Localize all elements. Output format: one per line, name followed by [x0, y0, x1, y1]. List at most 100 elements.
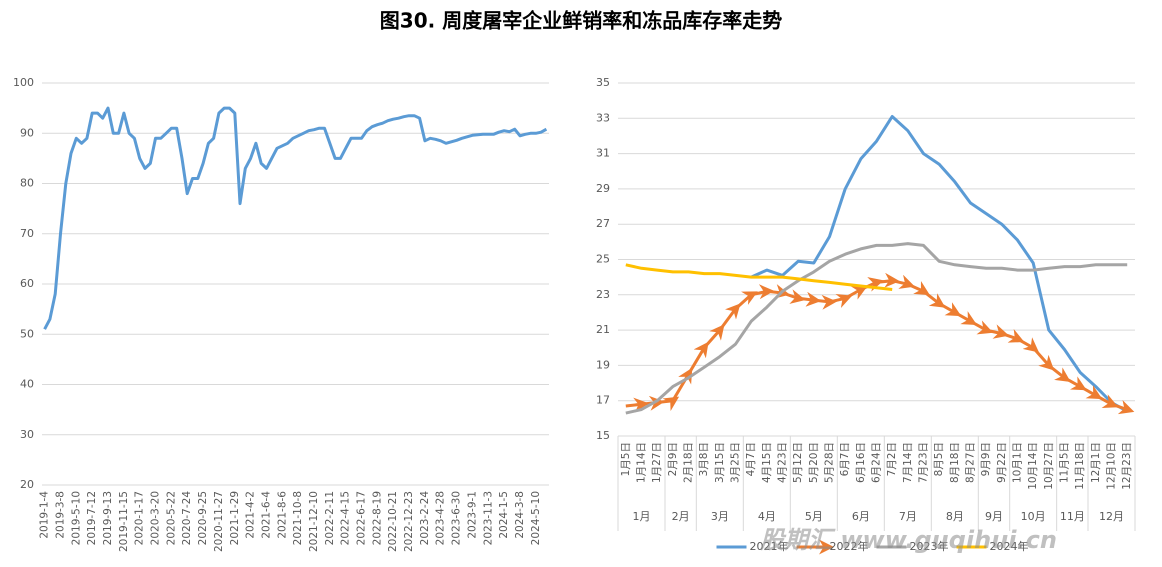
- x-tick-label: 5月20日: [808, 442, 820, 483]
- x-tick-label: 8月27日: [965, 442, 977, 483]
- x-tick-label: 1月14日: [636, 442, 648, 483]
- chart-title: 图30. 周度屠宰企业鲜销率和冻品库存率走势: [380, 9, 782, 33]
- x-tick-label: 3月25日: [730, 442, 742, 483]
- series-line: [43, 106, 548, 330]
- x-tick-label: 2023-4-28: [435, 491, 447, 545]
- x-tick-label: 12月10日: [1106, 442, 1118, 490]
- x-tick-label: 5月12日: [792, 442, 804, 483]
- y-tick-label: 29: [596, 182, 610, 195]
- legend-label: 2021年: [750, 539, 789, 553]
- x-tick-label: 2022-10-21: [387, 491, 399, 552]
- x-tick-label: 4月15日: [761, 442, 773, 483]
- x-tick-label: 6月16日: [855, 442, 867, 483]
- y-tick-label: 25: [596, 253, 610, 266]
- x-tick-label: 3月8日: [698, 442, 710, 476]
- series-line: [625, 242, 1128, 415]
- x-tick-label: 2021-8-6: [276, 491, 288, 539]
- x-tick-label: 2019-3-8: [54, 491, 66, 539]
- series-line: [625, 263, 893, 291]
- x-tick-label: 7月2日: [886, 442, 898, 476]
- x-tick-label: 2022-12-23: [403, 491, 415, 552]
- x-tick-label: 2021-6-4: [260, 491, 272, 539]
- month-label: 5月: [805, 510, 823, 523]
- x-tick-label: 9月9日: [980, 442, 992, 476]
- x-tick-label: 2020-7-24: [181, 491, 193, 546]
- x-tick-label: 2020-5-22: [165, 491, 177, 545]
- x-tick-label: 4月7日: [745, 442, 757, 476]
- x-tick-label: 2019-11-15: [118, 491, 130, 552]
- month-label: 12月: [1099, 510, 1124, 523]
- x-tick-label: 2024-3-8: [514, 491, 526, 539]
- month-label: 8月: [946, 510, 964, 523]
- y-tick-label: 31: [596, 147, 610, 160]
- series-line: [750, 115, 1128, 413]
- x-tick-label: 2020-11-27: [213, 491, 225, 552]
- series-line: [625, 272, 1135, 415]
- x-tick-label: 2023-6-30: [451, 491, 463, 545]
- month-label: 6月: [852, 510, 870, 523]
- y-tick-label: 50: [20, 327, 34, 340]
- x-tick-label: 2019-5-10: [70, 491, 82, 545]
- x-tick-label: 11月5日: [1059, 442, 1071, 483]
- month-label: 3月: [711, 510, 729, 523]
- month-label: 4月: [758, 510, 776, 523]
- x-tick-label: 2023-9-1: [466, 491, 478, 539]
- y-tick-label: 100: [13, 76, 34, 89]
- month-label: 7月: [899, 510, 917, 523]
- x-tick-label: 9月22日: [996, 442, 1008, 483]
- x-tick-label: 2019-9-13: [102, 491, 114, 545]
- x-tick-label: 2019-7-12: [86, 491, 98, 545]
- x-tick-label: 12月1日: [1090, 442, 1102, 483]
- x-tick-label: 2021-4-2: [245, 491, 257, 539]
- x-tick-label: 2023-2-24: [419, 491, 431, 546]
- x-tick-label: 2022-4-15: [340, 491, 352, 545]
- x-tick-label: 7月14日: [902, 442, 914, 483]
- x-tick-label: 2022-6-17: [356, 491, 368, 545]
- x-tick-label: 7月23日: [918, 442, 930, 483]
- legend-label: 2023年: [910, 539, 949, 553]
- y-tick-label: 35: [596, 76, 610, 89]
- y-tick-label: 70: [20, 227, 34, 240]
- x-tick-label: 2月18日: [683, 442, 695, 483]
- y-tick-label: 80: [20, 177, 34, 190]
- x-tick-label: 2020-9-25: [197, 491, 209, 545]
- x-tick-label: 2020-1-17: [134, 491, 146, 545]
- x-tick-label: 4月23日: [777, 442, 789, 483]
- watermark: 股期汇 www.guqihui.cn: [759, 526, 1057, 554]
- x-tick-label: 2021-10-8: [292, 491, 304, 545]
- y-tick-label: 23: [596, 288, 610, 301]
- y-tick-label: 17: [596, 394, 610, 407]
- y-tick-label: 40: [20, 378, 34, 391]
- x-tick-label: 12月23日: [1121, 442, 1133, 490]
- x-tick-label: 2023-11-3: [482, 491, 494, 545]
- x-tick-label: 2021-1-29: [229, 491, 241, 545]
- month-label: 1月: [633, 510, 651, 523]
- x-tick-label: 8月5日: [933, 442, 945, 476]
- x-tick-label: 6月7日: [839, 442, 851, 476]
- y-tick-label: 33: [596, 111, 610, 124]
- y-tick-label: 27: [596, 217, 610, 230]
- y-tick-label: 30: [20, 428, 34, 441]
- x-tick-label: 3月15日: [714, 442, 726, 483]
- x-tick-label: 2022-8-19: [371, 491, 383, 545]
- x-tick-label: 2022-2-11: [324, 491, 336, 545]
- y-tick-label: 21: [596, 323, 610, 336]
- month-label: 2月: [672, 510, 690, 523]
- x-tick-label: 1月27日: [651, 442, 663, 483]
- x-tick-label: 8月18日: [949, 442, 961, 483]
- legend-label: 2022年: [830, 539, 869, 553]
- x-tick-label: 5月28日: [824, 442, 836, 483]
- x-tick-label: 10月14日: [1027, 442, 1039, 490]
- x-tick-label: 2024-1-5: [498, 491, 510, 539]
- x-tick-label: 1月5日: [620, 442, 632, 476]
- y-tick-label: 90: [20, 126, 34, 139]
- x-tick-label: 2月9日: [667, 442, 679, 476]
- legend-label: 2024年: [990, 539, 1029, 553]
- y-tick-label: 60: [20, 277, 34, 290]
- x-tick-label: 2020-3-20: [150, 491, 162, 545]
- x-tick-label: 2021-12-10: [308, 491, 320, 552]
- x-tick-label: 10月27日: [1043, 442, 1055, 490]
- x-tick-label: 2019-1-4: [39, 491, 51, 539]
- x-tick-label: 10月1日: [1012, 442, 1024, 483]
